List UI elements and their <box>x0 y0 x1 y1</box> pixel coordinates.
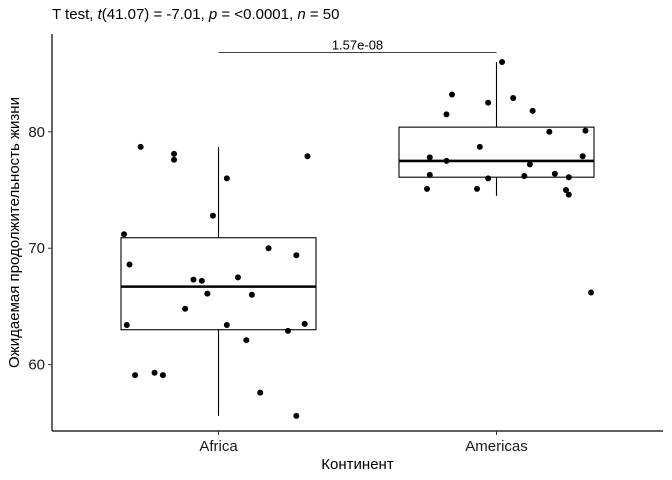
x-axis-title: Континент <box>321 456 394 473</box>
data-point <box>579 153 586 160</box>
y-tick-label: 60 <box>28 357 45 374</box>
data-point <box>171 150 178 157</box>
data-point <box>126 261 133 268</box>
box-body <box>120 237 317 331</box>
data-point <box>476 143 483 150</box>
box-americas <box>398 61 595 196</box>
data-point <box>426 154 433 161</box>
y-axis-title: Ожидаемая продолжительность жизни <box>6 97 23 368</box>
data-point <box>243 337 250 344</box>
data-point <box>257 389 264 396</box>
x-tick-label: Africa <box>199 438 238 455</box>
data-point <box>510 95 517 102</box>
data-point <box>526 161 533 168</box>
data-point <box>474 185 481 192</box>
data-point <box>285 327 291 334</box>
y-tick-label: 70 <box>28 240 45 257</box>
box-africa <box>120 146 317 416</box>
data-point <box>563 187 569 194</box>
y-tick-label: 80 <box>28 124 45 141</box>
plot-area: 1.57e-08 <box>120 38 595 419</box>
data-point <box>234 274 241 281</box>
data-point <box>582 127 589 134</box>
data-point <box>304 153 311 160</box>
x-tick-label: Americas <box>465 438 528 455</box>
data-point <box>443 111 450 118</box>
significance-bracket: 1.57e-08 <box>218 38 497 54</box>
data-point <box>182 305 189 312</box>
significance-label: 1.57e-08 <box>332 38 383 53</box>
data-point <box>223 322 230 329</box>
data-point <box>123 322 130 329</box>
data-point <box>198 277 205 284</box>
data-point <box>565 191 572 198</box>
data-point <box>485 175 492 182</box>
data-point <box>443 157 450 164</box>
data-point <box>301 320 308 327</box>
data-point <box>588 289 595 296</box>
data-point <box>223 175 230 182</box>
data-point <box>529 107 536 114</box>
data-point <box>499 58 506 65</box>
data-point <box>159 372 166 379</box>
data-point <box>424 185 430 192</box>
data-point <box>546 128 553 135</box>
box-body <box>398 126 595 178</box>
data-point <box>565 174 572 181</box>
data-point <box>426 171 433 178</box>
data-point <box>521 173 528 180</box>
chart-subtitle: T test, t(41.07) = -7.01, p = <0.0001, n… <box>52 6 339 23</box>
data-points <box>120 58 595 419</box>
data-point <box>171 156 178 163</box>
data-point <box>485 99 492 106</box>
data-point <box>265 245 272 252</box>
y-axis-ticks: 60 70 80 <box>28 124 52 374</box>
x-axis-ticks: Africa Americas <box>199 431 528 455</box>
data-point <box>449 91 456 98</box>
data-point <box>137 143 144 150</box>
data-point <box>209 212 216 219</box>
data-point <box>248 291 255 298</box>
data-point <box>551 170 558 177</box>
data-point <box>120 231 127 238</box>
data-point <box>293 252 300 259</box>
data-point <box>151 369 158 376</box>
data-point <box>204 290 211 297</box>
data-point <box>190 276 197 283</box>
data-point <box>132 372 139 379</box>
data-point <box>293 412 300 419</box>
